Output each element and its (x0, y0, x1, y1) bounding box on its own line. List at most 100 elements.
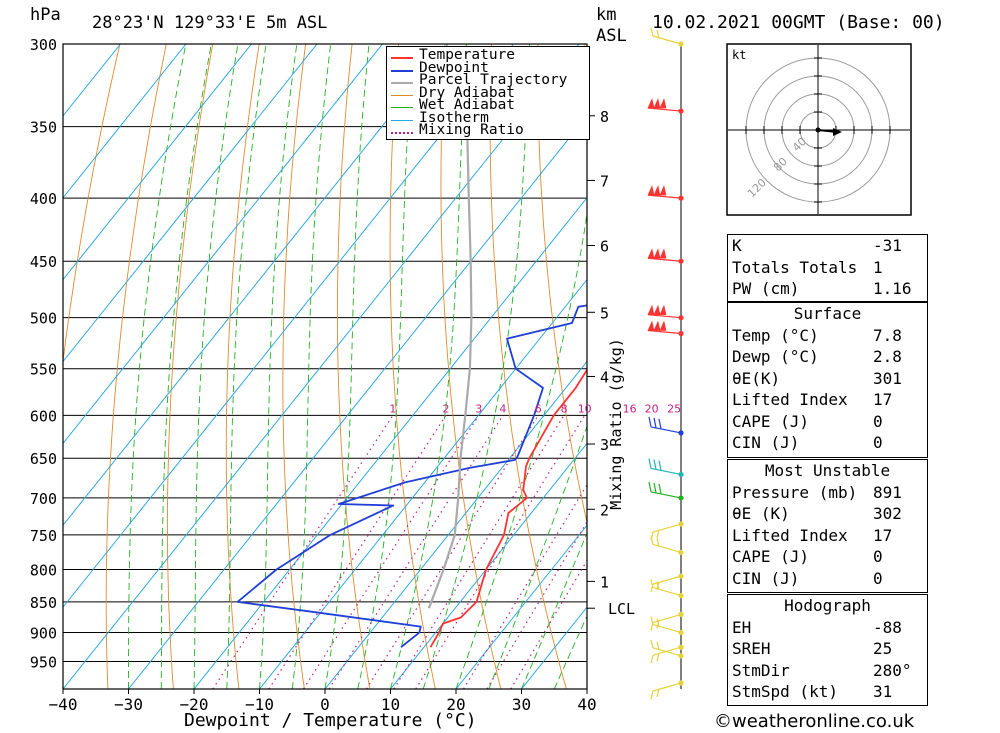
index-row: K -31 (732, 236, 902, 255)
wind-barb (648, 458, 684, 478)
x-tick-label: 0 (320, 695, 330, 714)
wet-adiabat-line (553, 615, 587, 689)
x-tick-label: 40 (577, 695, 596, 714)
legend-label: Dewpoint (419, 59, 489, 76)
isotherm-line (63, 44, 318, 363)
hodograph-arrow-icon (833, 128, 842, 136)
credit-link[interactable]: ©weatheronline.co.uk (714, 711, 915, 732)
height-tick-label: 3 (600, 436, 609, 454)
pressure-tick-label: 800 (30, 561, 57, 579)
x-tick-label: 30 (512, 695, 531, 714)
legend-label: Mixing Ratio (419, 122, 524, 138)
isotherm-line (63, 44, 580, 689)
wind-barb (647, 320, 684, 337)
mixing-ratio-line (212, 414, 394, 689)
isotherms (63, 44, 587, 689)
dry-adiabat-line (537, 44, 587, 525)
pressure-tick-label: 550 (30, 361, 57, 379)
legend-item-mixing-ratio: Mixing Ratio (387, 122, 587, 139)
mixing-ratio-label: 6 (535, 402, 542, 415)
wind-barb (650, 27, 684, 47)
height-axis-ticks: 8 7 6 5 4 3 2 1 LCL (587, 108, 635, 618)
section-title: Hodograph (784, 596, 871, 615)
pressure-tick-label: 300 (30, 36, 57, 54)
wet-adiabat-line (455, 210, 587, 689)
mixing-ratio-axis-title: Mixing Ratio (g/kg) (606, 338, 625, 510)
legend-item-temperature: Temperature (387, 48, 587, 64)
mixing-ratio-label: 1 (389, 402, 396, 415)
dry-adiabat-line (336, 44, 371, 689)
sounding-series (236, 61, 587, 648)
pressure-tick-label: 500 (30, 310, 57, 328)
mixing-ratio-label: 20 (645, 402, 659, 415)
isobar-lines (63, 43, 587, 663)
index-row: Lifted Index 17 (732, 525, 893, 545)
wet-adiabat-line (193, 44, 239, 689)
height-tick-label: 1 (600, 573, 609, 591)
isotherm-line (63, 44, 187, 199)
index-row: CAPE (J) 0 (732, 411, 883, 431)
pressure-axis-ticks: 300 350 400 450 500 550 600 650 700 750 800 850 900 9… (30, 36, 57, 672)
height-tick-label: 6 (600, 238, 609, 256)
wind-barb (647, 248, 684, 264)
index-row: CIN (J) 0 (732, 568, 883, 588)
wind-barb (650, 521, 684, 541)
pressure-tick-label: 600 (30, 407, 57, 425)
wind-barb (647, 98, 684, 114)
index-row: PW (cm) 1.16 (732, 279, 912, 298)
isotherm-line (390, 442, 587, 689)
wind-barb (650, 616, 684, 636)
hodograph-unit-label: kt (732, 48, 747, 62)
wet-adiabat-line (259, 44, 298, 689)
dry-adiabat-line (166, 44, 214, 689)
index-row: Pressure (mb) 891 (732, 482, 902, 502)
height-tick-label: 5 (600, 304, 609, 322)
mixing-ratio-label: 4 (499, 402, 506, 415)
x-tick-label: −40 (49, 695, 78, 714)
legend-label: Parcel Trajectory (419, 72, 568, 88)
legend-item-dry-adiabat: Dry Adiabat (387, 85, 587, 102)
wet-adiabat-line (488, 425, 587, 689)
mixing-ratio-labels: 1 2 3 4 6 8 10 16 20 25 (389, 402, 681, 415)
pressure-tick-label: 650 (30, 450, 57, 468)
dry-adiabat-line (440, 44, 502, 689)
mixing-ratio-label: 3 (475, 402, 482, 415)
isotherm-line (455, 524, 587, 689)
isotherm-line (324, 360, 587, 689)
index-row: Dewp (°C) 2.8 (732, 347, 902, 366)
index-row: StmSpd (kt) 31 (732, 682, 893, 701)
dry-adiabat-line (956, 44, 1000, 689)
isotherm-line (63, 44, 449, 527)
x-axis-ticks: −40 −30 −20 −10 0 10 20 30 40 (49, 689, 597, 714)
index-row: EH -88 (732, 617, 902, 637)
section-title: Most Unstable (764, 461, 891, 480)
index-box-surface: Surface Temp (°C) 7.8 Dewp (°C) 2.8 θE(K) 3… (727, 302, 928, 458)
wind-barb (650, 579, 684, 599)
wind-barb (650, 680, 684, 700)
wet-adiabat-line (128, 44, 187, 689)
dry-adiabat-line (105, 44, 167, 689)
wet-adiabat-line (324, 44, 370, 689)
wind-barb (650, 639, 684, 659)
pressure-tick-label: 850 (30, 594, 57, 612)
dry-adiabat-line (282, 44, 307, 689)
dry-adiabat-line (63, 44, 121, 366)
index-box-most-unstable: Most Unstable Pressure (mb) 891 θE (K) 302… (727, 459, 928, 593)
isotherm-line (63, 44, 121, 117)
height-tick-label: 4 (600, 368, 609, 386)
hpa-unit-label: hPa (30, 5, 61, 25)
wet-adiabat-line (521, 532, 587, 689)
legend-label: Wet Adiabat (419, 97, 516, 113)
mixing-ratio-line (415, 414, 586, 689)
wind-barb-dot (678, 592, 684, 599)
index-row: CIN (J) 0 (732, 433, 883, 452)
series-line-parcel-trajectory (427, 61, 473, 609)
wind-barb (648, 481, 684, 501)
height-tick-label: 8 (600, 108, 609, 126)
wind-barb (647, 185, 684, 201)
legend-item-dewpoint: Dewpoint (387, 59, 587, 77)
legend: Temperature Dewpoint Parcel Trajectory D… (386, 46, 590, 140)
